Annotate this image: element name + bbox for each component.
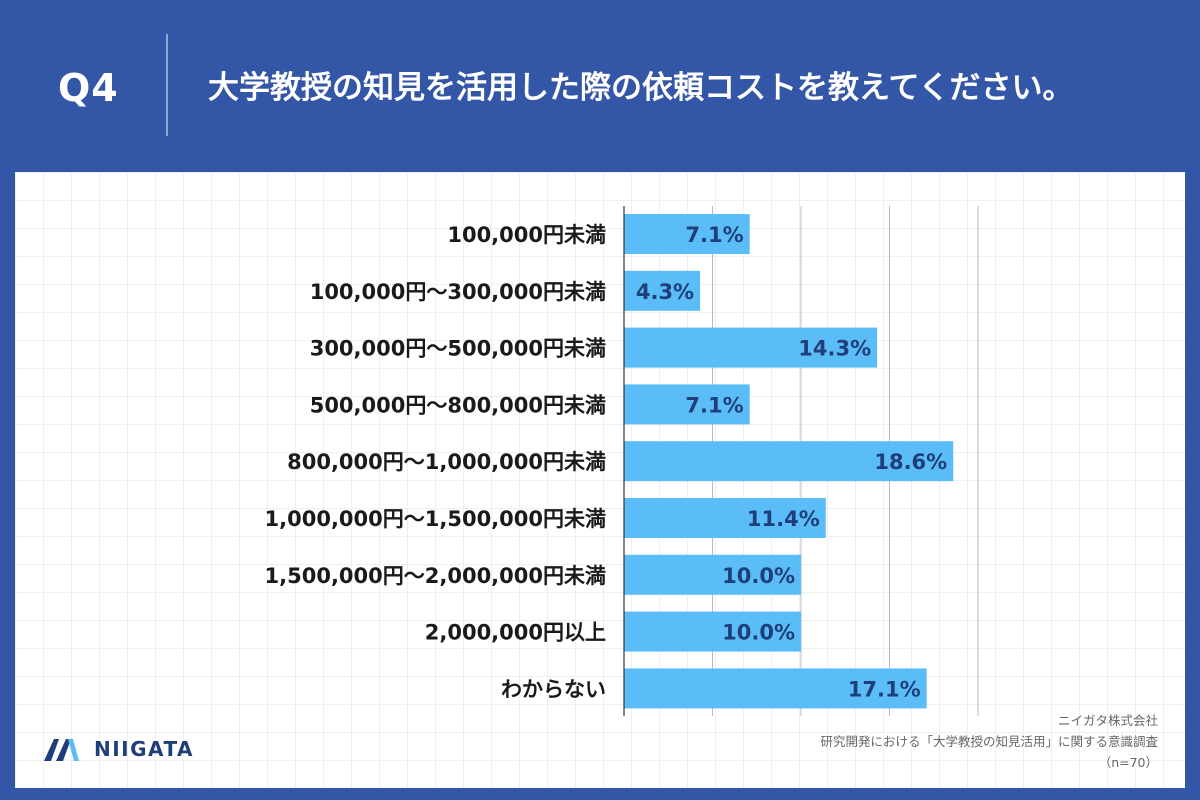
brand-logo: NIIGATA xyxy=(42,735,194,763)
bar xyxy=(624,441,954,482)
chart-panel xyxy=(15,172,1185,788)
bar xyxy=(624,554,801,595)
page-title: 大学教授の知見を活用した際の依頼コストを教えてください。 xyxy=(208,70,1074,106)
data-label: 14.3% xyxy=(798,337,871,361)
bar xyxy=(624,270,701,311)
question-number: Q4 xyxy=(58,66,119,110)
category-label: 1,500,000円～2,000,000円未満 xyxy=(265,564,606,588)
category-label: 100,000円未満 xyxy=(447,223,606,247)
category-label: 300,000円～500,000円未満 xyxy=(310,337,606,361)
source-note: ニイガタ株式会社 研究開発における「大学教授の知見活用」に関する意識調査 （n=… xyxy=(820,710,1158,773)
category-label: 500,000円～800,000円未満 xyxy=(310,393,606,417)
data-label: 18.6% xyxy=(874,450,947,474)
logo-text: NIIGATA xyxy=(94,737,195,761)
data-label: 11.4% xyxy=(747,507,820,531)
bar xyxy=(624,384,750,425)
category-label: 100,000円～300,000円未満 xyxy=(310,280,606,304)
bar xyxy=(624,498,826,538)
data-label: 4.3% xyxy=(636,280,694,304)
bar xyxy=(624,611,801,652)
data-label: 10.0% xyxy=(722,621,795,645)
data-label: 7.1% xyxy=(685,223,743,247)
bar xyxy=(624,668,927,709)
category-label: 1,000,000円～1,500,000円未満 xyxy=(265,507,606,531)
category-label: 2,000,000円以上 xyxy=(425,621,606,645)
bar xyxy=(624,214,750,254)
sample-size: （n=70） xyxy=(1098,755,1158,770)
data-label: 17.1% xyxy=(848,677,921,701)
header-divider xyxy=(166,34,168,136)
data-label: 7.1% xyxy=(685,393,743,417)
niigata-logo-icon xyxy=(44,739,79,761)
survey-name: 研究開発における「大学教授の知見活用」に関する意識調査 xyxy=(820,734,1158,749)
category-label: 800,000円～1,000,000円未満 xyxy=(287,450,606,474)
category-label: わからない xyxy=(501,677,606,701)
company-name: ニイガタ株式会社 xyxy=(1057,713,1158,728)
data-label: 10.0% xyxy=(722,564,795,588)
bar xyxy=(624,327,878,368)
